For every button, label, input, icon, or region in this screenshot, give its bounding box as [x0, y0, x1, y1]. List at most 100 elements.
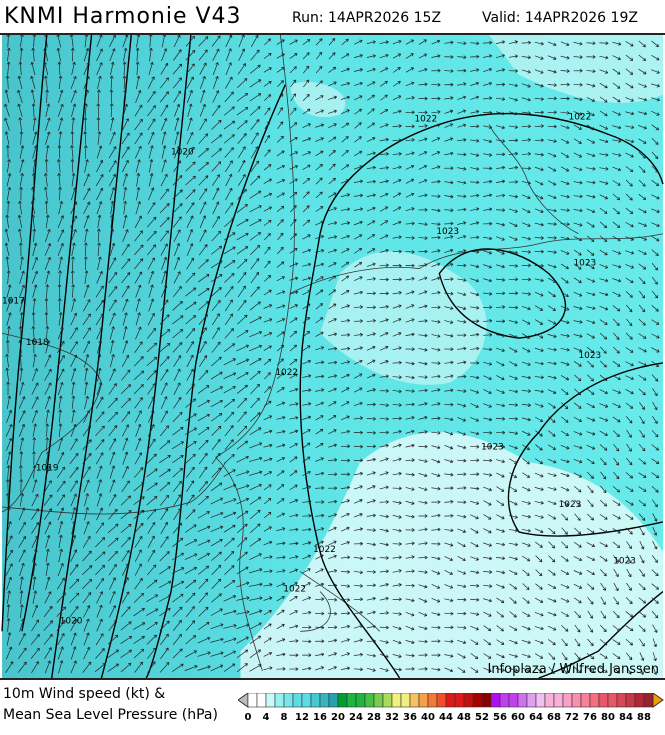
wind-arrow [160, 396, 168, 409]
wind-arrow [172, 411, 183, 423]
wind-arrow [521, 625, 531, 631]
wind-arrow [121, 424, 129, 437]
wind-arrow [625, 318, 633, 327]
colorbar-cell [481, 693, 492, 708]
wind-arrow [19, 576, 24, 591]
wind-arrow [109, 242, 116, 257]
wind-arrow [185, 606, 195, 618]
wind-arrow [418, 124, 428, 128]
wind-arrow [586, 110, 595, 117]
wind-arrow [353, 305, 363, 309]
wind-arrow [612, 193, 621, 201]
wind-arrow [56, 480, 66, 492]
wind-arrow [405, 263, 415, 268]
wind-arrow [133, 622, 146, 630]
wind-arrow [573, 306, 583, 311]
wind-arrow [418, 39, 427, 45]
wind-arrow [534, 403, 544, 408]
wind-arrow [328, 415, 337, 421]
wind-arrow [651, 597, 659, 604]
wind-arrow [444, 137, 454, 142]
wind-arrow [97, 228, 101, 243]
wind-arrow [289, 667, 299, 671]
wind-arrow [83, 632, 90, 646]
wind-arrow [612, 153, 622, 157]
wind-arrow [586, 402, 595, 409]
wind-arrow [431, 83, 441, 87]
wind-arrow [522, 472, 531, 478]
wind-arrow [57, 646, 64, 660]
wind-arrow [122, 103, 128, 117]
wind-arrow [57, 229, 65, 242]
wind-arrow [599, 278, 609, 283]
wind-arrow [109, 312, 116, 326]
wind-arrow [107, 649, 119, 659]
wind-arrow [495, 667, 505, 672]
wind-arrow [249, 523, 261, 534]
wind-arrow [548, 541, 556, 549]
wind-arrow [19, 381, 25, 396]
wind-arrow [263, 206, 272, 212]
wind-arrow [366, 513, 376, 518]
wind-arrow [249, 316, 262, 324]
wind-arrow [625, 222, 634, 228]
wind-arrow [69, 564, 79, 576]
wind-arrow [302, 582, 311, 588]
wind-arrow [508, 445, 518, 450]
wind-arrow [521, 403, 531, 407]
wind-arrow [172, 467, 183, 478]
wind-arrow [109, 354, 115, 368]
wind-arrow [366, 388, 376, 392]
wind-arrow [496, 361, 505, 367]
wind-arrow [147, 244, 157, 256]
wind-arrow [599, 332, 608, 340]
wind-arrow [70, 619, 78, 632]
wind-arrow [509, 333, 518, 339]
wind-arrow [353, 290, 363, 295]
wind-arrow [573, 291, 583, 297]
wind-arrow [186, 76, 194, 89]
wind-arrow [431, 151, 441, 156]
wind-arrow [328, 206, 337, 212]
wind-arrow [83, 201, 91, 215]
wind-arrow [341, 136, 349, 143]
wind-arrow [353, 597, 363, 602]
weather-map: 1020 1018 1019 1017 1020 1022 1022 1022 … [0, 33, 665, 680]
wind-arrow [236, 204, 248, 213]
wind-arrow [341, 38, 349, 46]
wind-arrow [315, 276, 324, 282]
wind-arrow [315, 388, 325, 392]
isobar-label: 1019 [36, 463, 59, 473]
wind-arrow [470, 68, 480, 72]
wind-arrow [444, 556, 453, 561]
wind-arrow [44, 159, 49, 173]
wind-arrow [340, 318, 351, 323]
wind-arrow [560, 69, 570, 73]
wind-arrow [224, 454, 235, 464]
wind-arrow [586, 388, 595, 395]
wind-arrow [508, 431, 518, 435]
wind-arrow [6, 506, 11, 521]
wind-arrow [17, 214, 23, 229]
wind-arrow [392, 514, 402, 519]
wind-arrow [586, 83, 596, 88]
wind-arrow [58, 186, 62, 201]
wind-arrow [276, 638, 286, 643]
wind-arrow [431, 570, 441, 575]
wind-arrow [379, 137, 389, 142]
wind-arrow [560, 430, 569, 436]
wind-arrow [96, 507, 103, 521]
wind-arrow [237, 397, 248, 409]
wind-arrow [95, 439, 105, 451]
wind-arrow [289, 151, 299, 156]
wind-arrow [45, 576, 51, 590]
wind-arrow [198, 370, 209, 381]
wind-arrow [457, 528, 467, 533]
wind-arrow [45, 214, 50, 229]
wind-arrow [547, 83, 557, 87]
wind-arrow [276, 67, 285, 73]
wind-arrow [32, 576, 37, 591]
wind-arrow [57, 577, 65, 590]
wind-arrow [392, 471, 402, 476]
wind-arrow [160, 62, 169, 75]
